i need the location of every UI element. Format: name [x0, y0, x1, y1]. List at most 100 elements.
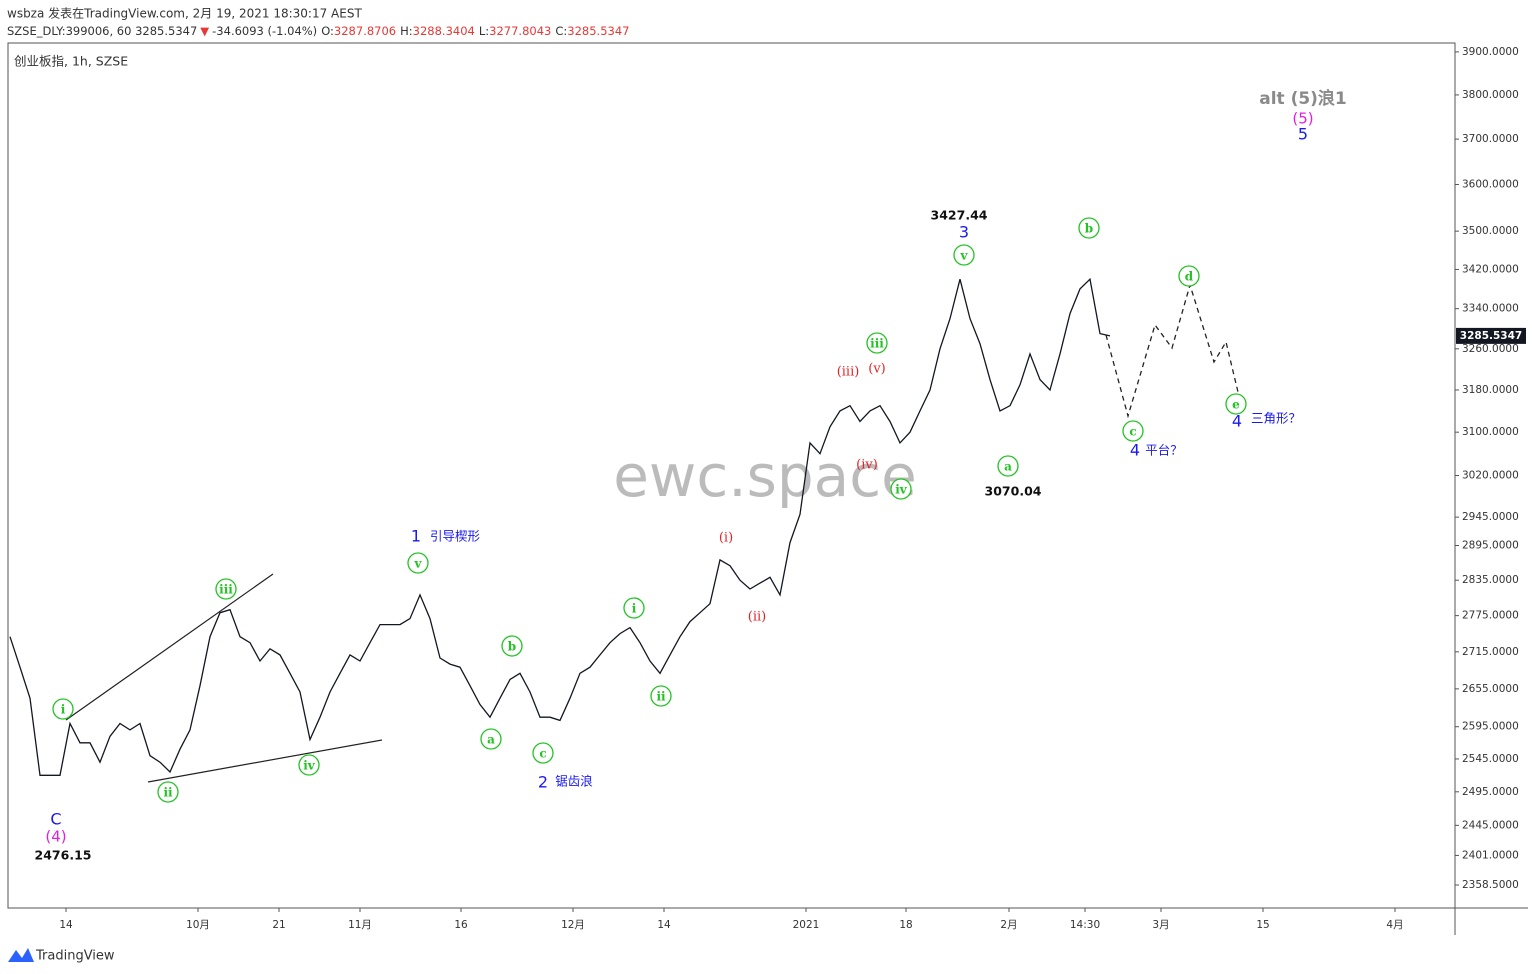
wave-circle — [298, 754, 320, 776]
y-tick-label: 2358.5000 — [1462, 879, 1519, 891]
wave-label: b — [508, 640, 516, 654]
change-arrow: ▼ — [200, 24, 209, 38]
quote-value: 3277.8043 — [489, 24, 551, 38]
y-tick-label: 3260.0000 — [1462, 343, 1519, 355]
wave-label: iv — [895, 483, 908, 497]
wave-label: c — [539, 747, 546, 761]
wave-label: 3427.44 — [931, 208, 988, 223]
wave-label: C — [50, 810, 61, 829]
wave-circle — [1225, 393, 1247, 415]
y-tick-label: 2401.0000 — [1462, 849, 1519, 861]
y-tick-label: 3800.0000 — [1462, 89, 1519, 101]
wave-label: iv — [303, 759, 316, 773]
chart-title: 创业板指, 1h, SZSE — [14, 54, 128, 69]
y-tick-label: 3900.0000 — [1462, 46, 1519, 58]
y-tick-label: 2445.0000 — [1462, 819, 1519, 831]
y-tick-label: 3100.0000 — [1462, 426, 1519, 438]
wave-label: v — [960, 249, 969, 263]
quote-label: H: — [400, 24, 413, 38]
x-tick-label: 2月 — [1000, 919, 1017, 931]
wave-label: 锯齿浪 — [555, 774, 593, 789]
wave-circle — [407, 552, 429, 574]
wave-circle — [1122, 420, 1144, 442]
wave-label: c — [1129, 425, 1136, 439]
wave-label: (iii) — [837, 365, 860, 380]
wave-circle — [623, 597, 645, 619]
symbol: SZSE_DLY:399006, 60 3285.5347 — [7, 24, 197, 38]
x-tick-label: 15 — [1256, 919, 1269, 931]
wave-circle — [650, 685, 672, 707]
x-tick-label: 2021 — [793, 919, 820, 931]
quote-value: 3287.8706 — [334, 24, 396, 38]
y-tick-label: 2655.0000 — [1462, 683, 1519, 695]
y-tick-label: 3420.0000 — [1462, 263, 1519, 275]
price-tag — [1456, 327, 1526, 344]
quote-line: SZSE_DLY:399006, 60 3285.5347 ▼ -34.6093 (… — [7, 24, 629, 38]
wave-label: 4 — [1130, 441, 1140, 460]
y-tick-label: 2595.0000 — [1462, 721, 1519, 733]
y-tick-label: 3600.0000 — [1462, 178, 1519, 190]
x-tick-label: 11月 — [348, 919, 372, 931]
x-tick-label: 12月 — [561, 919, 585, 931]
wave-label: 1 — [411, 527, 421, 546]
wave-label: iii — [870, 337, 884, 351]
wave-circle — [501, 635, 523, 657]
wave-label: (v) — [868, 362, 886, 377]
wave-circle — [532, 742, 554, 764]
quote-label: L: — [479, 24, 489, 38]
projection-path — [1105, 282, 1239, 419]
wave-label: (ii) — [748, 610, 766, 625]
wave-label: ii — [163, 786, 173, 800]
trend-line — [147, 739, 383, 783]
y-tick-label: 2775.0000 — [1462, 610, 1519, 622]
wave-circle — [1178, 265, 1200, 287]
y-tick-label: 2545.0000 — [1462, 753, 1519, 765]
x-tick-label: 14 — [657, 919, 671, 931]
wave-label: 2 — [538, 773, 548, 792]
x-tick-label: 10月 — [186, 919, 210, 931]
wave-label: 2476.15 — [35, 848, 92, 863]
y-tick-label: 2715.0000 — [1462, 646, 1519, 658]
wave-circle — [953, 244, 975, 266]
wave-label: v — [414, 557, 423, 571]
y-tick-label: 3340.0000 — [1462, 303, 1519, 315]
y-tick-label: 2945.0000 — [1462, 511, 1519, 523]
footer-text: TradingView — [35, 949, 115, 964]
wave-circle — [997, 455, 1019, 477]
price-tag-label: 3285.5347 — [1460, 330, 1522, 342]
wave-circle — [866, 332, 888, 354]
x-tick-label: 14:30 — [1070, 919, 1100, 931]
y-tick-label: 2835.0000 — [1462, 574, 1519, 586]
wave-label: 3070.04 — [985, 484, 1042, 499]
wave-label: alt (5)浪1 — [1259, 88, 1347, 109]
wave-label: 3 — [959, 223, 969, 242]
x-tick-label: 3月 — [1152, 919, 1169, 931]
wave-circle — [52, 698, 74, 720]
wave-label: a — [1004, 460, 1012, 474]
y-tick-label: 3020.0000 — [1462, 469, 1519, 481]
wave-label: 5 — [1298, 125, 1308, 144]
wave-label: a — [487, 733, 495, 747]
change: -34.6093 (-1.04%) — [212, 24, 317, 38]
wave-circle — [890, 478, 912, 500]
x-tick-label: 16 — [454, 919, 468, 931]
wave-label: (iv) — [856, 458, 878, 473]
quote-value: 3288.3404 — [413, 24, 475, 38]
y-tick-label: 3700.0000 — [1462, 133, 1519, 145]
wave-label: 引导楔形 — [430, 529, 481, 544]
trend-line — [65, 573, 274, 721]
quote-label: C: — [555, 24, 567, 38]
wave-label: ii — [656, 690, 666, 704]
wave-label: iii — [219, 583, 233, 597]
wave-label: (5) — [1292, 110, 1313, 128]
wave-label: b — [1085, 222, 1093, 236]
footer-logo: TradingView — [8, 948, 115, 964]
wave-circle — [157, 781, 179, 803]
price-line — [9, 277, 1111, 776]
x-tick-label: 4月 — [1386, 919, 1403, 931]
wave-label: i — [61, 703, 66, 717]
wave-label: d — [1185, 270, 1194, 284]
y-tick-label: 2895.0000 — [1462, 540, 1519, 552]
watermark: ewc.space — [613, 442, 917, 510]
